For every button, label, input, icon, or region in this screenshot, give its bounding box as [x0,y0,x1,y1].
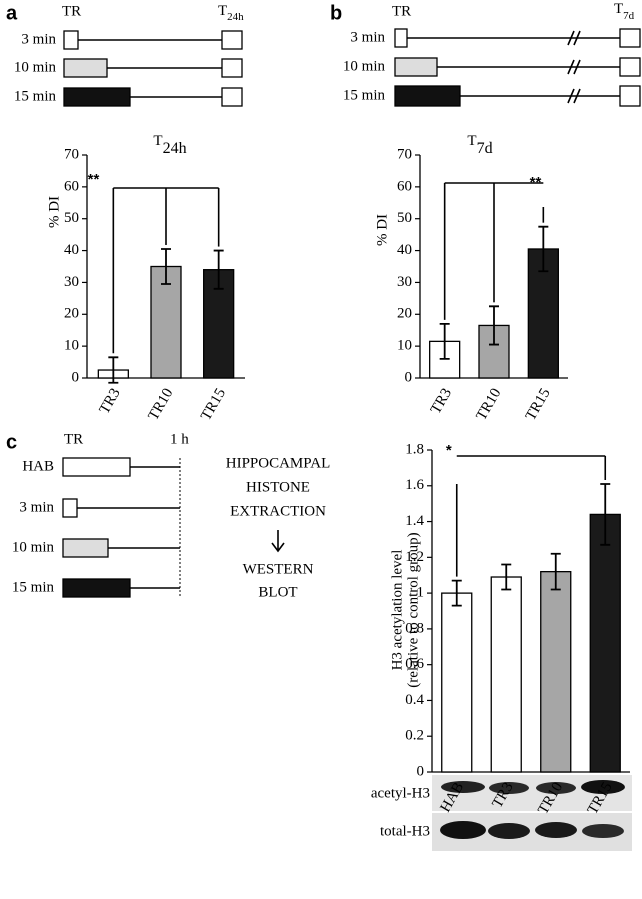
y-tick-label: 1 [417,585,425,601]
significance-marker: ** [88,171,100,188]
y-tick-label: 50 [397,210,412,226]
y-tick-label: 60 [397,178,412,194]
y-tick-label: 0 [72,369,80,385]
significance-marker: * [446,442,452,459]
x-tick-label: TR3 [97,386,124,417]
procedure-step: HIPPOCAMPAL [226,455,330,471]
y-tick-label: 40 [397,242,412,258]
significance-marker: ** [530,174,542,191]
y-tick-label: 0.4 [405,692,424,708]
y-tick-label: 60 [64,178,79,194]
start-label: TR [62,3,81,19]
panel-label: a [6,2,18,24]
bar [490,576,522,773]
panel-label: c [6,431,17,453]
y-tick-label: 0.2 [405,728,424,744]
row-label: HAB [22,458,54,474]
y-tick-label: 10 [64,338,79,354]
error-bar [489,305,499,346]
bar [441,592,473,773]
title-sub: 24h [163,140,187,157]
procedure-step: HISTONE [246,479,310,495]
row-label: 15 min [343,87,386,103]
y-tick-label: 0.6 [405,656,424,672]
error-bar [600,483,611,546]
error-bar [451,579,462,607]
chart-title: T24h [153,133,186,156]
end-label: T7d [614,1,635,21]
row-label: 3 min [21,31,56,47]
y-tick-label: 1.8 [405,441,424,457]
row-label: 10 min [14,59,57,75]
y-tick-label: 10 [397,338,412,354]
y-tick-label: 0 [405,369,413,385]
y-tick-label: 20 [397,306,412,322]
procedure-step: EXTRACTION [230,503,326,519]
y-tick-label: 30 [397,274,412,290]
bar [540,570,572,773]
end-label: T24h [218,3,244,22]
start-label: TR [64,431,83,447]
y-axis-label: H3 acetylation level [389,550,405,671]
timeline-a: TR T24h 3 min 10 min 15 min [14,3,244,107]
y-tick-label: 1.2 [405,549,424,565]
y-tick-label: 50 [64,210,79,226]
y-tick-label: 30 [64,274,79,290]
error-bar [439,322,450,360]
timeline-c: TR 1 h HAB 3 min 10 min 15 min HIPPOCAMP… [12,431,330,600]
procedure-step: BLOT [258,584,297,600]
error-bar [108,356,119,384]
row-label: 15 min [12,579,55,595]
y-tick-label: 0 [417,763,425,779]
y-tick-label: 70 [397,146,412,162]
error-bar [550,552,561,591]
end-label: 1 h [170,431,189,447]
y-tick-label: 0.8 [405,620,424,636]
x-tick-label: TR15 [198,386,229,424]
row-label: 10 min [12,539,55,555]
procedure-step: WESTERN [243,561,314,577]
row-label: 3 min [19,499,54,515]
blot-label: acetyl-H3 [371,785,430,801]
error-bar [161,248,171,285]
chart-title: T7d [467,133,492,156]
y-axis-label: % DI [374,214,390,246]
row-label: 3 min [350,29,385,45]
y-tick-label: 1.4 [405,513,424,529]
bar [589,513,621,773]
row-label: 10 min [343,58,386,74]
y-axis-label: (relative to control group) [405,532,421,687]
blot-label: total-H3 [380,823,430,839]
title-main: T [467,133,476,149]
x-tick-label: TR15 [523,386,554,424]
start-label: TR [392,3,411,19]
y-tick-label: 40 [64,242,79,258]
error-bar [213,249,224,290]
y-tick-label: 1.6 [405,477,424,493]
title-main: T [153,133,162,149]
x-tick-label: TR3 [428,386,455,417]
x-tick-label: TR10 [145,386,176,424]
y-axis-label: % DI [46,196,62,228]
panel-label: b [330,2,342,24]
western-blot: acetyl-H3 total-H3 [371,775,632,851]
y-tick-label: 20 [64,306,79,322]
row-label: 15 min [14,88,57,104]
error-bar [538,225,549,273]
timeline-b: TR T7d 3 min 10 min 15 min [343,1,641,107]
x-tick-label: TR10 [473,386,504,424]
y-tick-label: 70 [64,146,79,162]
title-sub: 7d [477,140,493,157]
bar [150,265,182,379]
error-bar [501,563,512,591]
